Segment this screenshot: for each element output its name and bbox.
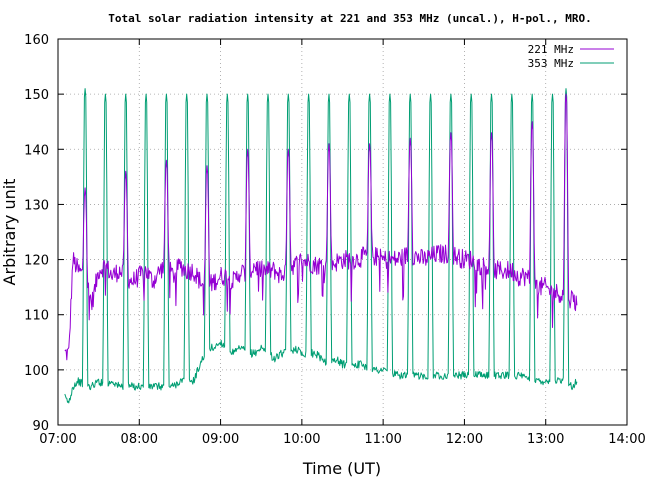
y-tick-label: 90 [32, 419, 49, 434]
y-axis-label: Arbitrary unit [0, 179, 19, 286]
x-tick-label: 08:00 [121, 432, 158, 447]
legend-label-221: 221 MHz [528, 43, 574, 56]
y-tick-label: 120 [24, 254, 49, 269]
y-tick-label: 160 [24, 33, 49, 48]
axis-ticks: 90 100 110 120 130 140 150 160 07:00 08:00 09:00 10… [24, 33, 646, 447]
legend: 221 MHz 353 MHz [528, 43, 614, 70]
y-tick-label: 100 [24, 364, 49, 379]
y-tick-label: 150 [24, 88, 49, 103]
x-tick-label: 09:00 [202, 432, 239, 447]
x-tick-label: 07:00 [39, 432, 76, 447]
legend-label-353: 353 MHz [528, 57, 574, 70]
y-tick-label: 130 [24, 198, 49, 213]
series-line-221-mhz [64, 93, 578, 361]
x-tick-label: 12:00 [446, 432, 483, 447]
x-tick-label: 13:00 [527, 432, 564, 447]
x-tick-label: 10:00 [283, 432, 320, 447]
x-tick-label: 11:00 [364, 432, 401, 447]
series-layer [64, 88, 578, 404]
chart-title: Total solar radiation intensity at 221 a… [108, 12, 591, 25]
y-tick-label: 110 [24, 309, 49, 324]
x-tick-label: 14:00 [608, 432, 645, 447]
grid-lines [58, 39, 627, 425]
series-line-353-mhz [64, 88, 578, 404]
plot-frame [57, 38, 628, 426]
x-axis-label: Time (UT) [302, 459, 381, 478]
y-tick-label: 140 [24, 143, 49, 158]
